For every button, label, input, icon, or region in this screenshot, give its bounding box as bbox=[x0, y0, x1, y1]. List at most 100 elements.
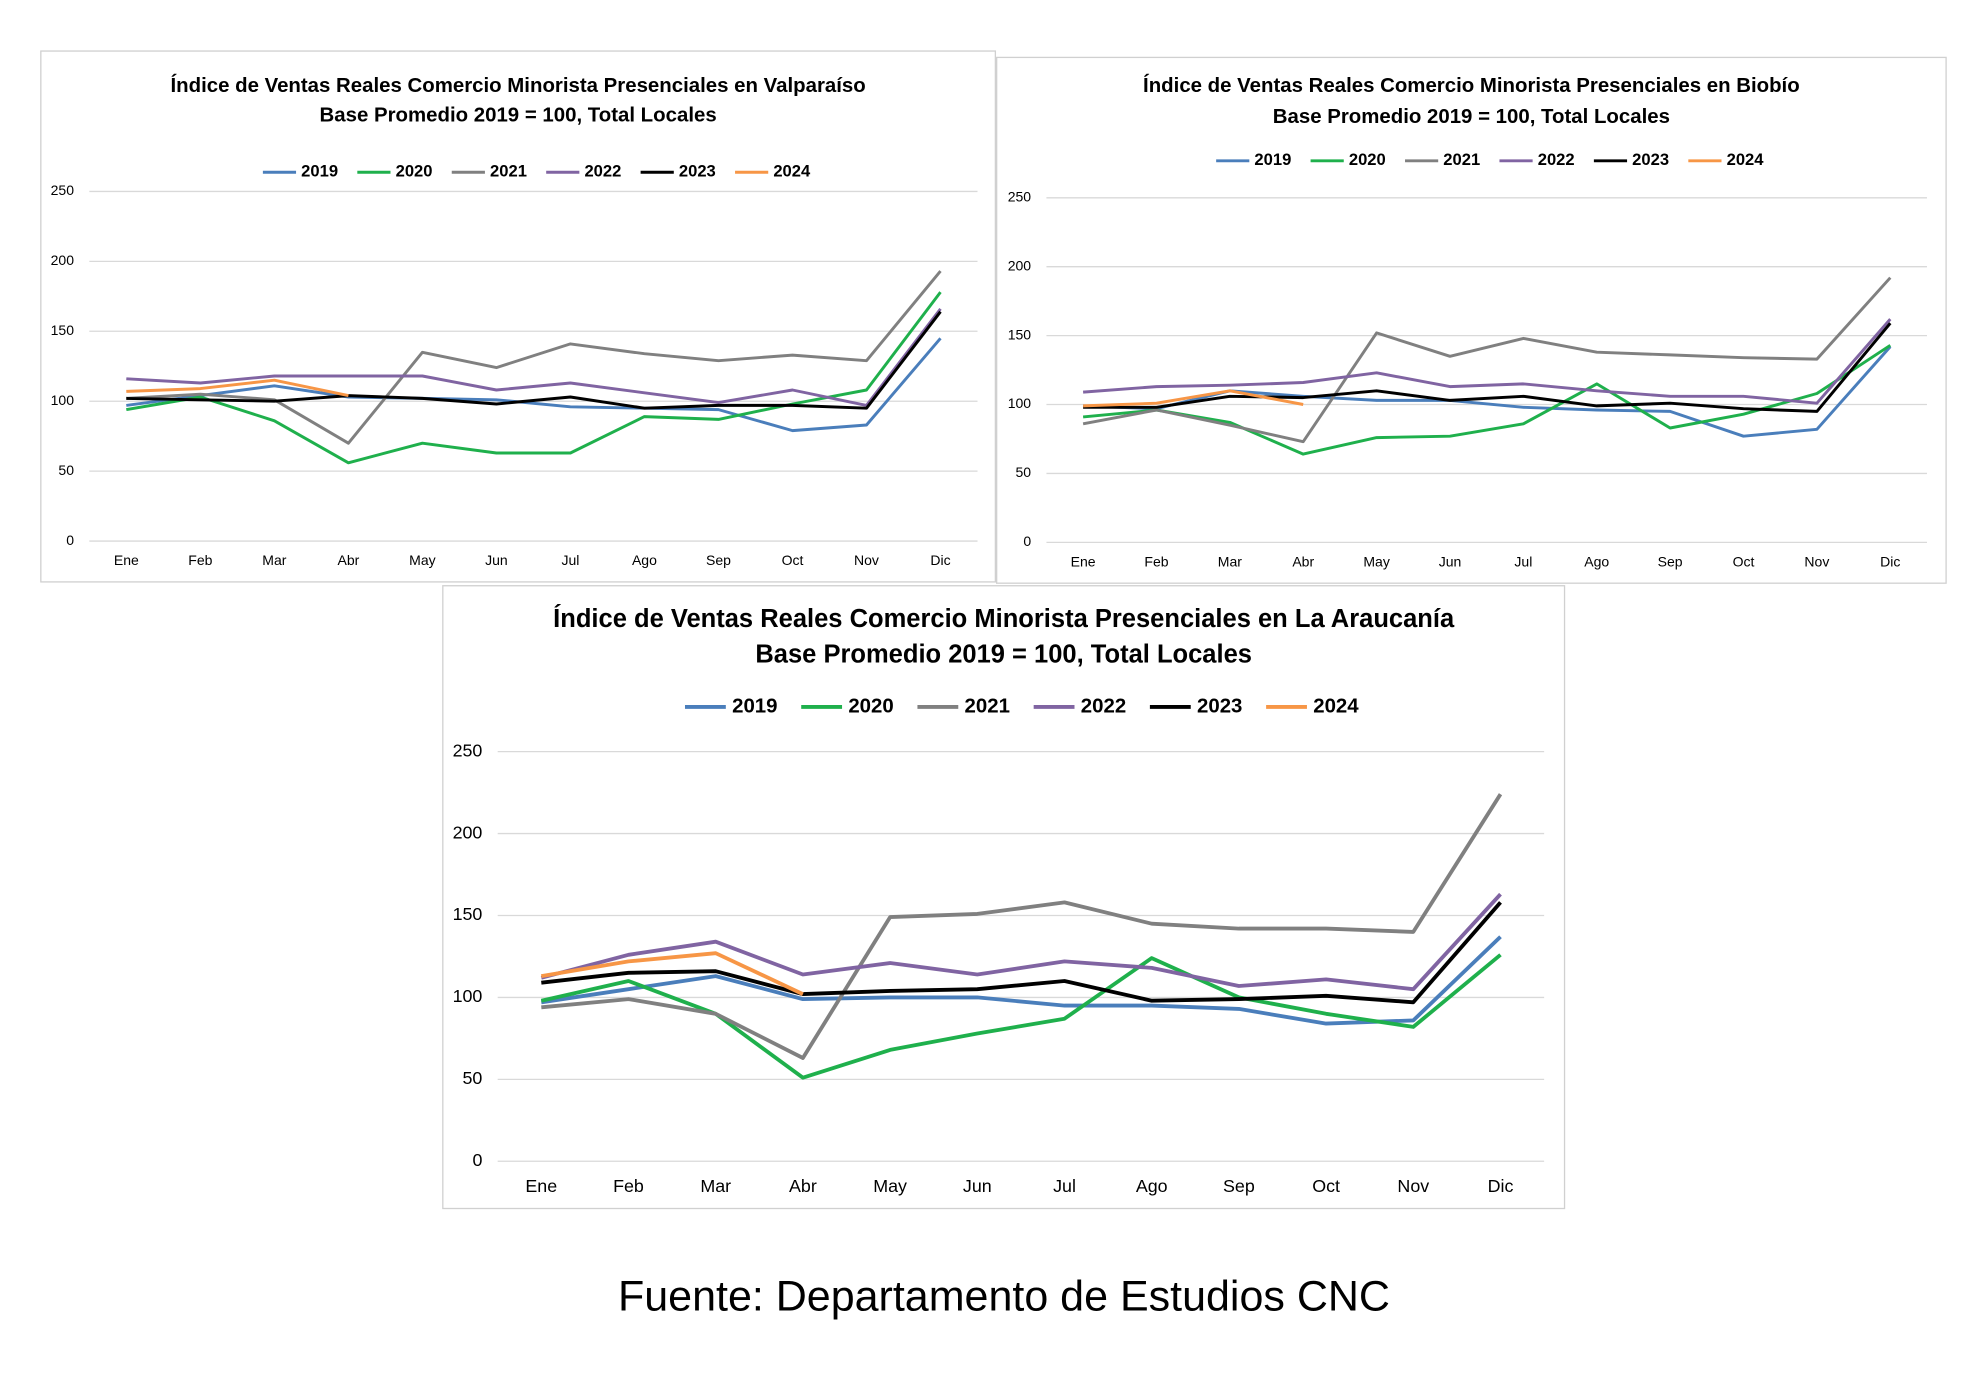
chart-frame bbox=[442, 585, 1566, 1210]
series-line bbox=[1083, 322, 1892, 413]
y-tick-label: 0 bbox=[1023, 533, 1031, 549]
series-line bbox=[541, 901, 1502, 1005]
y-tick-label: 150 bbox=[51, 322, 75, 338]
x-tick-label: Ago bbox=[1136, 1176, 1168, 1196]
legend-label: 2024 bbox=[1313, 695, 1359, 717]
x-tick-label: Dic bbox=[1488, 1176, 1514, 1196]
legend-label: 2022 bbox=[1538, 150, 1575, 169]
y-tick-label: 100 bbox=[453, 986, 483, 1006]
x-tick-label: Oct bbox=[782, 552, 804, 568]
series-line bbox=[126, 308, 942, 407]
y-tick-label: 200 bbox=[51, 252, 75, 268]
series-line bbox=[126, 378, 349, 398]
series-line bbox=[126, 337, 942, 433]
chart-frame bbox=[40, 50, 997, 583]
x-tick-label: Abr bbox=[1292, 553, 1314, 569]
chart-title: Índice de Ventas Reales Comercio Minoris… bbox=[1143, 74, 1800, 97]
y-tick-label: 0 bbox=[472, 1150, 482, 1170]
x-tick-label: Sep bbox=[1658, 553, 1683, 569]
y-tick-label: 100 bbox=[51, 392, 75, 408]
x-tick-label: Jul bbox=[1053, 1176, 1076, 1196]
x-tick-label: Ago bbox=[1584, 553, 1609, 569]
x-tick-label: Jun bbox=[485, 552, 508, 568]
x-tick-label: Jun bbox=[1439, 553, 1462, 569]
chart-subtitle: Base Promedio 2019 = 100, Total Locales bbox=[320, 105, 717, 127]
x-tick-label: Mar bbox=[1218, 553, 1242, 569]
legend-label: 2023 bbox=[679, 162, 716, 181]
y-tick-label: 50 bbox=[463, 1068, 483, 1088]
series-line bbox=[126, 291, 942, 465]
x-tick-label: Dic bbox=[930, 552, 950, 568]
legend-label: 2022 bbox=[584, 162, 621, 181]
legend-label: 2023 bbox=[1632, 150, 1669, 169]
x-tick-label: Dic bbox=[1880, 553, 1900, 569]
x-tick-label: Ene bbox=[525, 1176, 557, 1196]
series-line bbox=[1082, 276, 1892, 444]
chart-subtitle: Base Promedio 2019 = 100, Total Locales bbox=[755, 641, 1252, 669]
legend-label: 2019 bbox=[732, 695, 777, 717]
x-tick-label: Nov bbox=[1804, 553, 1829, 569]
series-line bbox=[126, 310, 942, 410]
series-line bbox=[541, 793, 1503, 1060]
x-tick-label: Oct bbox=[1312, 1176, 1340, 1196]
y-tick-label: 50 bbox=[1016, 464, 1032, 480]
source-note: Fuente: Departamento de Estudios CNC bbox=[618, 1272, 1390, 1320]
x-tick-label: Ene bbox=[1071, 553, 1096, 569]
legend-label: 2020 bbox=[848, 695, 893, 717]
y-tick-label: 150 bbox=[453, 904, 483, 924]
chart-title: Índice de Ventas Reales Comercio Minoris… bbox=[170, 74, 865, 97]
y-tick-label: 250 bbox=[1008, 189, 1032, 205]
legend-label: 2021 bbox=[490, 162, 527, 181]
y-tick-label: 200 bbox=[1008, 257, 1032, 273]
x-tick-label: May bbox=[409, 552, 435, 568]
series-line bbox=[541, 935, 1502, 1026]
series-line bbox=[540, 953, 1502, 1080]
x-tick-label: Jun bbox=[963, 1176, 992, 1196]
x-tick-label: May bbox=[873, 1176, 907, 1196]
series-line bbox=[126, 270, 942, 445]
x-tick-label: Ago bbox=[632, 552, 657, 568]
legend-label: 2020 bbox=[396, 162, 433, 181]
legend-label: 2021 bbox=[965, 695, 1010, 717]
legend-label: 2023 bbox=[1197, 695, 1242, 717]
x-tick-label: Feb bbox=[1144, 553, 1168, 569]
x-tick-label: Sep bbox=[706, 552, 731, 568]
y-tick-label: 0 bbox=[66, 532, 74, 548]
series-line bbox=[1082, 344, 1892, 456]
x-tick-label: Jul bbox=[561, 552, 579, 568]
y-tick-label: 250 bbox=[51, 182, 75, 198]
series-line bbox=[540, 951, 804, 996]
y-tick-label: 100 bbox=[1008, 395, 1032, 411]
y-tick-label: 150 bbox=[1008, 326, 1032, 342]
series-line bbox=[1082, 318, 1892, 405]
chart-frame bbox=[996, 56, 1947, 584]
series-line bbox=[540, 892, 1502, 992]
x-tick-label: Abr bbox=[789, 1176, 817, 1196]
legend-label: 2024 bbox=[773, 162, 811, 181]
x-tick-label: Abr bbox=[337, 552, 359, 568]
x-tick-label: Nov bbox=[854, 552, 879, 568]
x-tick-label: Sep bbox=[1223, 1176, 1255, 1196]
y-tick-label: 50 bbox=[58, 462, 74, 478]
legend-label: 2021 bbox=[1443, 150, 1480, 169]
x-tick-label: Jul bbox=[1514, 553, 1532, 569]
y-tick-label: 200 bbox=[453, 822, 483, 842]
x-tick-label: Ene bbox=[114, 552, 139, 568]
legend-label: 2020 bbox=[1349, 150, 1386, 169]
legend-label: 2024 bbox=[1727, 150, 1765, 169]
x-tick-label: Mar bbox=[700, 1176, 731, 1196]
chart-subtitle: Base Promedio 2019 = 100, Total Locales bbox=[1273, 106, 1670, 128]
series-line bbox=[1083, 389, 1304, 408]
x-tick-label: Feb bbox=[613, 1176, 644, 1196]
y-tick-label: 250 bbox=[453, 740, 483, 760]
legend-label: 2019 bbox=[1254, 150, 1291, 169]
legend-label: 2019 bbox=[301, 162, 338, 181]
x-tick-label: Nov bbox=[1397, 1176, 1429, 1196]
x-tick-label: May bbox=[1363, 553, 1389, 569]
chart-title: Índice de Ventas Reales Comercio Minoris… bbox=[553, 604, 1455, 633]
x-tick-label: Oct bbox=[1733, 553, 1755, 569]
x-tick-label: Feb bbox=[188, 552, 212, 568]
legend-label: 2022 bbox=[1081, 695, 1126, 717]
x-tick-label: Mar bbox=[262, 552, 286, 568]
